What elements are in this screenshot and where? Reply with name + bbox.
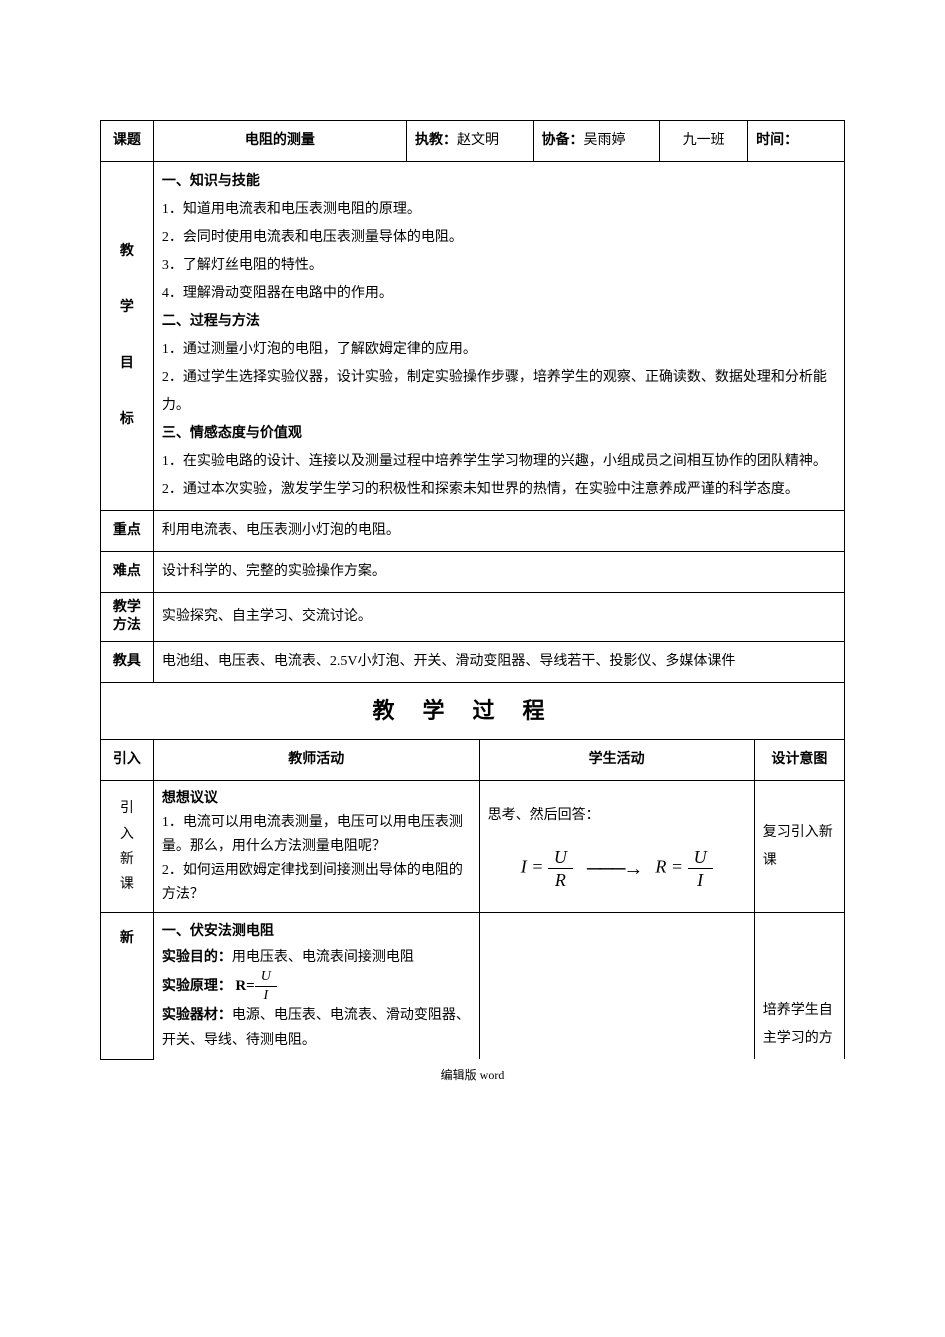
- keypoint-text: 利用电流表、电压表测小灯泡的电阻。: [153, 511, 844, 552]
- row-difficulty: 难点 设计科学的、完整的实验操作方案。: [101, 552, 845, 593]
- teacher-lbl: 执教：: [415, 133, 457, 148]
- intro-teacher-1: 1．电流可以用电流表测量，电压可以用电压表测量。那么，用什么方法测量电阻呢？: [162, 811, 471, 859]
- objectives-label: 教学目标: [101, 162, 154, 511]
- row-method: 教学方法 实验探究、自主学习、交流讨论。: [101, 593, 845, 642]
- f-eq1: =: [531, 857, 543, 877]
- s1-2: 2．会同时使用电流表和电压表测量导体的电阻。: [162, 224, 836, 252]
- principle-formula: R=UI: [235, 978, 277, 994]
- proc-intro-row: 引入新课 想想议议 1．电流可以用电流表测量，电压可以用电压表测量。那么，用什么…: [101, 781, 845, 913]
- teacher-cell: 执教：赵文明: [406, 121, 533, 162]
- row-objectives: 教学目标 一、知识与技能 1．知道用电流表和电压表测电阻的原理。 2．会同时使用…: [101, 162, 845, 511]
- intro-student: 思考、然后回答： I = UR ───→ R = UI: [479, 781, 754, 913]
- new-materials: 实验器材：电源、电压表、电流表、滑动变阻器、开关、导线、待测电阻。: [162, 1003, 471, 1053]
- new-title: 一、伏安法测电阻: [162, 919, 471, 944]
- purpose-val: 用电压表、电流表间接测电阻: [232, 950, 414, 965]
- intro-design: 复习引入新课: [754, 781, 844, 913]
- assist-cell: 协备：吴雨婷: [533, 121, 660, 162]
- process-table: 引入 教师活动 学生活动 设计意图 引入新课 想想议议 1．电流可以用电流表测量…: [100, 739, 845, 1059]
- s2-2: 2．通过学生选择实验仪器，设计实验，制定实验操作步骤，培养学生的观察、正确读数、…: [162, 364, 836, 420]
- s3-2: 2．通过本次实验，激发学生学习的积极性和探索未知世界的热情，在实验中注意养成严谨…: [162, 476, 836, 504]
- teacher-val: 赵文明: [457, 133, 499, 148]
- page: // remove the two placeholder tables ins…: [0, 0, 945, 1123]
- new-design: 培养学生自主学习的方: [754, 913, 844, 1059]
- topic: 电阻的测量: [153, 121, 406, 162]
- new-label: 新: [101, 913, 154, 1059]
- arrow-icon: ───→: [587, 852, 642, 886]
- method-text: 实验探究、自主学习、交流讨论。: [153, 593, 844, 642]
- purpose-lbl: 实验目的：: [162, 950, 232, 965]
- f-I: I: [521, 857, 527, 877]
- new-teacher: 一、伏安法测电阻 实验目的：用电压表、电流表间接测电阻 实验原理： R=UI 实…: [153, 913, 479, 1059]
- class-cell: 九一班: [660, 121, 748, 162]
- intro-teacher-title: 想想议议: [162, 787, 471, 811]
- principle-lbl: 实验原理：: [162, 979, 232, 994]
- objectives-content: 一、知识与技能 1．知道用电流表和电压表测电阻的原理。 2．会同时使用电流表和电…: [153, 162, 844, 511]
- tools-label: 教具: [101, 642, 154, 683]
- method-label: 教学方法: [101, 593, 154, 642]
- intro-student-1: 思考、然后回答：: [488, 804, 746, 828]
- new-student: [479, 913, 754, 1059]
- page-footer: 编辑版 word: [100, 1066, 845, 1083]
- row-keypoint: 重点 利用电流表、电压表测小灯泡的电阻。: [101, 511, 845, 552]
- f-R2: R: [655, 857, 666, 877]
- topic-label: 课题: [101, 121, 154, 162]
- difficulty-text: 设计科学的、完整的实验操作方案。: [153, 552, 844, 593]
- new-principle: 实验原理： R=UI: [162, 970, 471, 1003]
- s2-title: 二、过程与方法: [162, 308, 836, 336]
- s1-3: 3．了解灯丝电阻的特性。: [162, 252, 836, 280]
- s2-1: 1．通过测量小灯泡的电阻，了解欧姆定律的应用。: [162, 336, 836, 364]
- proc-h2: 教师活动: [153, 740, 479, 781]
- row-tools: 教具 电池组、电压表、电流表、2.5V小灯泡、开关、滑动变阻器、导线若干、投影仪…: [101, 642, 845, 683]
- f-I2: I: [688, 869, 713, 889]
- assist-val: 吴雨婷: [584, 133, 626, 148]
- proc-h4: 设计意图: [754, 740, 844, 781]
- row-header: 课题 电阻的测量 执教：赵文明 协备：吴雨婷 九一班 时间：: [101, 121, 845, 162]
- proc-new-row: 新 一、伏安法测电阻 实验目的：用电压表、电流表间接测电阻 实验原理： R=UI…: [101, 913, 845, 1059]
- pf-I: I: [263, 988, 268, 1003]
- pf-R: R=: [235, 978, 254, 994]
- s1-4: 4．理解滑动变阻器在电路中的作用。: [162, 280, 836, 308]
- materials-lbl: 实验器材：: [162, 1008, 232, 1023]
- f-U1: U: [548, 848, 573, 869]
- assist-lbl: 协备：: [542, 133, 584, 148]
- new-purpose: 实验目的：用电压表、电流表间接测电阻: [162, 945, 471, 970]
- f-R1: R: [548, 869, 573, 889]
- intro-label: 引入新课: [101, 781, 154, 913]
- row-process-title: 教学过程: [101, 683, 845, 740]
- time-cell: 时间：: [748, 121, 845, 162]
- f-U2: U: [688, 848, 713, 869]
- difficulty-label: 难点: [101, 552, 154, 593]
- s1-title: 一、知识与技能: [162, 168, 836, 196]
- process-title: 教学过程: [101, 683, 845, 740]
- keypoint-label: 重点: [101, 511, 154, 552]
- intro-teacher-2: 2．如何运用欧姆定律找到间接测出导体的电阻的方法？: [162, 859, 471, 907]
- pf-U: U: [261, 969, 271, 984]
- proc-header-row: 引入 教师活动 学生活动 设计意图: [101, 740, 845, 781]
- s3-title: 三、情感态度与价值观: [162, 420, 836, 448]
- main-table: 课题 电阻的测量 执教：赵文明 协备：吴雨婷 九一班 时间： 教学目标 一、知识…: [100, 120, 845, 740]
- s3-1: 1．在实验电路的设计、连接以及测量过程中培养学生学习物理的兴趣，小组成员之间相互…: [162, 448, 836, 476]
- tools-text: 电池组、电压表、电流表、2.5V小灯泡、开关、滑动变阻器、导线若干、投影仪、多媒…: [153, 642, 844, 683]
- time-lbl: 时间：: [756, 133, 798, 148]
- intro-teacher: 想想议议 1．电流可以用电流表测量，电压可以用电压表测量。那么，用什么方法测量电…: [153, 781, 479, 913]
- s1-1: 1．知道用电流表和电压表测电阻的原理。: [162, 196, 836, 224]
- proc-h3: 学生活动: [479, 740, 754, 781]
- f-eq2: =: [671, 857, 683, 877]
- proc-h1: 引入: [101, 740, 154, 781]
- intro-formula: I = UR ───→ R = UI: [488, 848, 746, 889]
